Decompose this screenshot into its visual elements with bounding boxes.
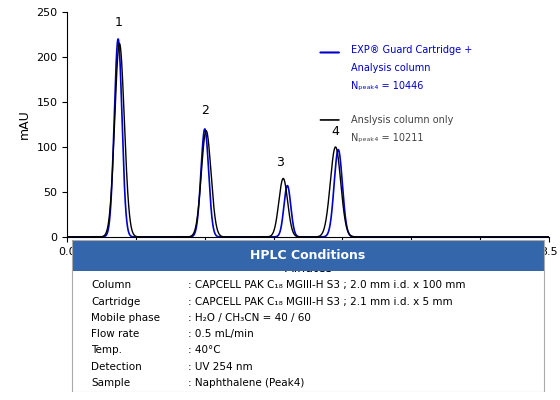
- Text: : Naphthalene (Peak4): : Naphthalene (Peak4): [188, 378, 304, 388]
- Text: HPLC Conditions: HPLC Conditions: [250, 249, 366, 262]
- Text: : H₂O / CH₃CN = 40 / 60: : H₂O / CH₃CN = 40 / 60: [188, 313, 310, 323]
- Text: : UV 254 nm: : UV 254 nm: [188, 362, 252, 372]
- Text: Flow rate: Flow rate: [91, 329, 139, 339]
- Text: EXP® Guard Cartridge +: EXP® Guard Cartridge +: [351, 45, 473, 55]
- Text: Analysis column: Analysis column: [351, 63, 431, 73]
- Text: Temp.: Temp.: [91, 346, 122, 356]
- Text: Mobile phase: Mobile phase: [91, 313, 160, 323]
- Y-axis label: mAU: mAU: [18, 110, 31, 139]
- Text: : CAPCELL PAK C₁₈ MGIII-H S3 ; 2.1 mm i.d. x 5 mm: : CAPCELL PAK C₁₈ MGIII-H S3 ; 2.1 mm i.…: [188, 297, 452, 307]
- Text: 1: 1: [114, 16, 122, 29]
- Text: Nₚₑₐₖ₄ = 10446: Nₚₑₐₖ₄ = 10446: [351, 81, 424, 91]
- Text: Anslysis column only: Anslysis column only: [351, 115, 454, 125]
- Text: Column: Column: [91, 280, 132, 290]
- Text: Sample: Sample: [91, 378, 130, 388]
- Text: : 40°C: : 40°C: [188, 346, 220, 356]
- Text: : CAPCELL PAK C₁₈ MGIII-H S3 ; 2.0 mm i.d. x 100 mm: : CAPCELL PAK C₁₈ MGIII-H S3 ; 2.0 mm i.…: [188, 280, 465, 290]
- Text: Cartridge: Cartridge: [91, 297, 141, 307]
- Text: 3: 3: [277, 156, 284, 170]
- Text: 4: 4: [332, 125, 339, 138]
- Text: Nₚₑₐₖ₄ = 10211: Nₚₑₐₖ₄ = 10211: [351, 133, 424, 143]
- FancyBboxPatch shape: [72, 240, 544, 271]
- Text: Detection: Detection: [91, 362, 142, 372]
- Text: : 0.5 mL/min: : 0.5 mL/min: [188, 329, 253, 339]
- X-axis label: Minutes: Minutes: [283, 262, 333, 275]
- Text: 2: 2: [201, 104, 209, 117]
